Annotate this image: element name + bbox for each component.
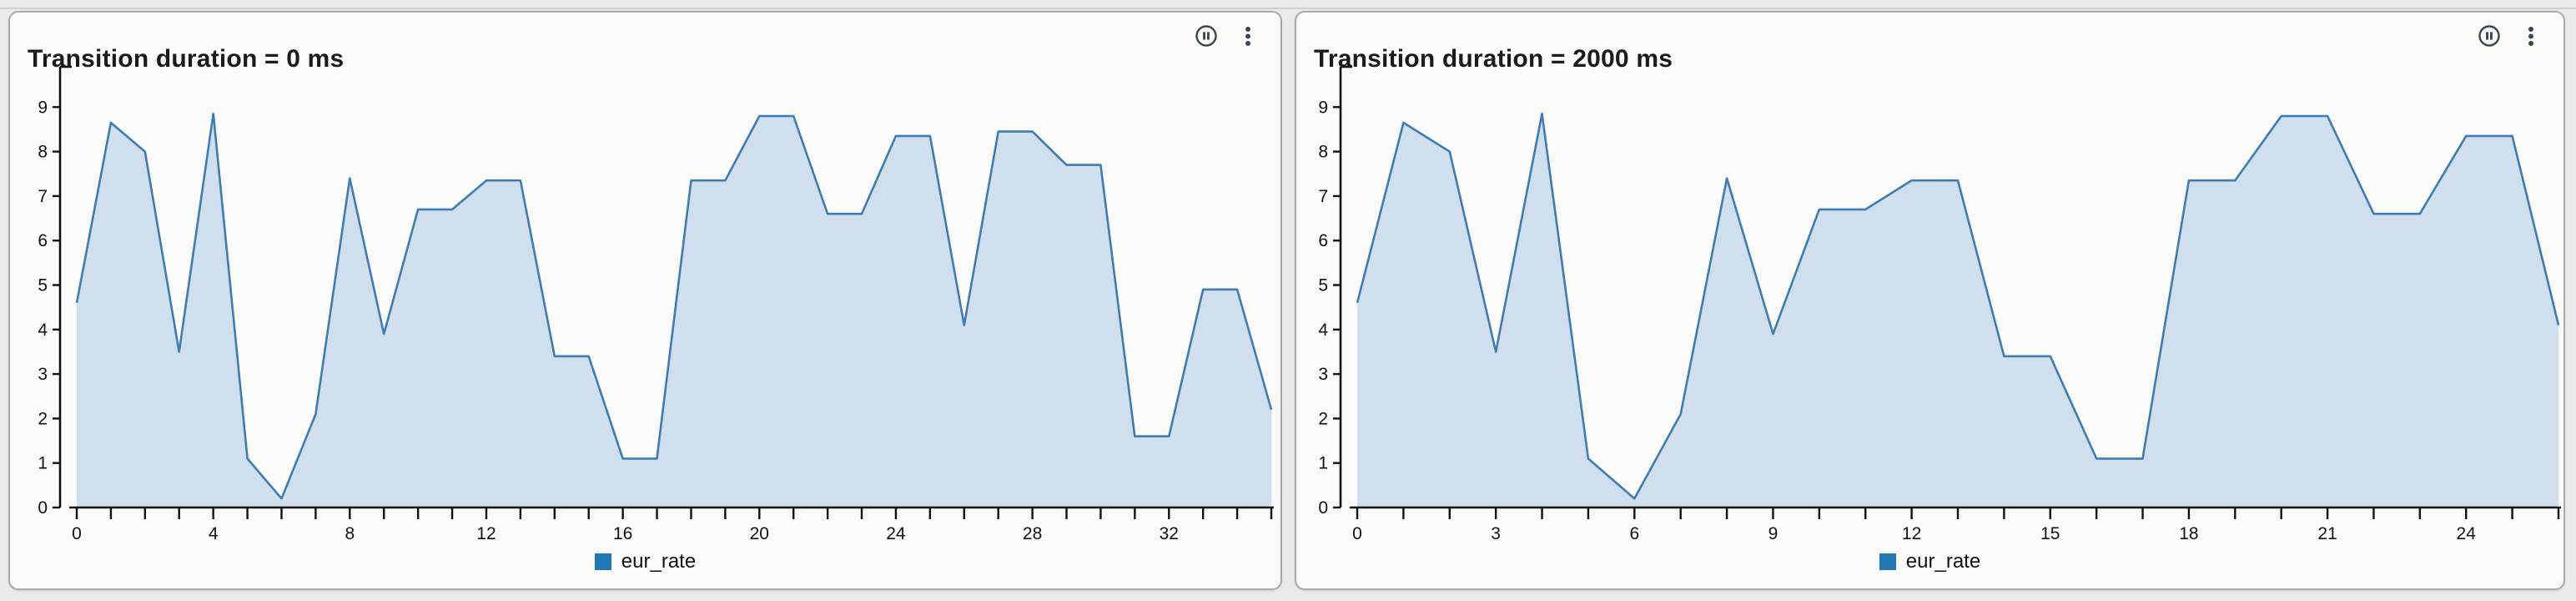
x-tick-label: 24 bbox=[886, 524, 906, 543]
x-tick-label: 0 bbox=[72, 524, 82, 543]
more-options-button[interactable] bbox=[2516, 21, 2546, 51]
y-tick-label: 4 bbox=[1318, 321, 1328, 340]
x-tick-label: 32 bbox=[1160, 524, 1179, 543]
chart-panel-duration-2000ms: 0 3 6 9 12 15 18 21 24 0 1 2 3 4 5 6 7 8 9 Transition dura… bbox=[1295, 11, 2565, 590]
x-axis: 0 3 6 9 12 15 18 21 24 bbox=[1350, 506, 2561, 543]
panel-title: Transition duration = 2000 ms bbox=[1314, 44, 1673, 73]
y-tick-label: 5 bbox=[38, 276, 48, 295]
y-tick-label: 2 bbox=[38, 409, 48, 428]
y-tick-label: 2 bbox=[1318, 409, 1328, 428]
pause-circle-icon bbox=[1195, 25, 1217, 47]
y-tick-label: 9 bbox=[1318, 98, 1328, 117]
x-tick-label: 0 bbox=[1352, 524, 1362, 543]
y-tick-label: 7 bbox=[1318, 187, 1328, 206]
area-series bbox=[77, 114, 1271, 508]
y-tick-label: 0 bbox=[38, 498, 48, 518]
pause-button[interactable] bbox=[1191, 21, 1221, 51]
more-options-button[interactable] bbox=[1233, 21, 1263, 51]
x-tick-label: 6 bbox=[1629, 524, 1639, 543]
panel-title: Transition duration = 0 ms bbox=[28, 44, 345, 73]
x-tick-label: 28 bbox=[1023, 524, 1042, 543]
line-series bbox=[75, 113, 1273, 500]
y-tick-label: 1 bbox=[1318, 454, 1328, 473]
x-tick-label: 3 bbox=[1491, 524, 1501, 543]
x-tick-label: 21 bbox=[2317, 524, 2337, 543]
area-series bbox=[1357, 114, 2558, 508]
y-tick-label: 6 bbox=[1318, 231, 1328, 250]
y-tick-label: 1 bbox=[38, 454, 48, 473]
y-axis: 0 1 2 3 4 5 6 7 8 9 bbox=[1318, 65, 1352, 518]
x-tick-label: 16 bbox=[613, 524, 632, 543]
x-tick-label: 24 bbox=[2457, 524, 2477, 543]
y-tick-label: 6 bbox=[38, 231, 48, 250]
x-tick-label: 12 bbox=[1902, 524, 1921, 543]
y-tick-label: 5 bbox=[1318, 276, 1328, 295]
chart-panel-duration-0ms: 0 4 8 12 16 20 24 28 32 0 1 2 3 4 5 6 7 8 9 Transition dur… bbox=[8, 11, 1282, 590]
line-series bbox=[1356, 113, 2560, 500]
y-axis: 0 1 2 3 4 5 6 7 8 9 bbox=[38, 65, 72, 518]
x-tick-label: 20 bbox=[750, 524, 769, 543]
x-tick-label: 18 bbox=[2179, 524, 2198, 543]
pause-button[interactable] bbox=[2474, 21, 2504, 51]
y-tick-label: 0 bbox=[1318, 498, 1328, 518]
y-tick-label: 7 bbox=[38, 187, 48, 206]
y-tick-label: 8 bbox=[38, 143, 48, 162]
x-tick-label: 12 bbox=[476, 524, 496, 543]
y-tick-label: 3 bbox=[1318, 365, 1328, 384]
x-axis: 0 4 8 12 16 20 24 28 32 bbox=[69, 506, 1274, 543]
kebab-menu-icon bbox=[1245, 27, 1250, 46]
x-tick-label: 9 bbox=[1768, 524, 1779, 543]
x-tick-label: 8 bbox=[345, 524, 355, 543]
x-tick-label: 15 bbox=[2040, 524, 2060, 543]
y-tick-label: 3 bbox=[38, 365, 48, 384]
y-tick-label: 8 bbox=[1318, 143, 1328, 162]
pause-circle-icon bbox=[2478, 25, 2500, 47]
kebab-menu-icon bbox=[2528, 27, 2533, 46]
y-tick-label: 9 bbox=[38, 98, 48, 117]
x-tick-label: 4 bbox=[209, 524, 219, 543]
y-tick-label: 4 bbox=[38, 321, 48, 340]
